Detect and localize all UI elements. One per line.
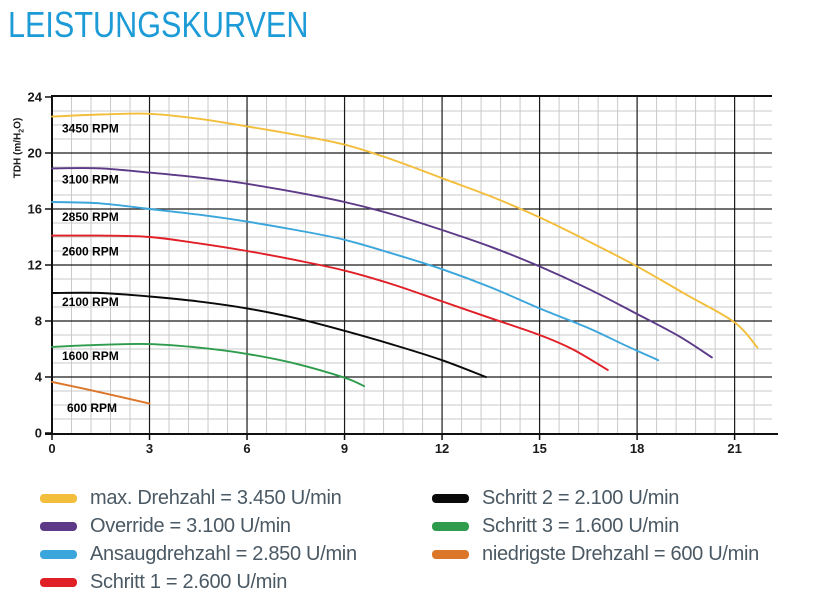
y-axis-title-post: O) bbox=[12, 117, 24, 129]
legend-swatch-schritt-3 bbox=[432, 521, 469, 531]
curve-3100-rpm bbox=[51, 167, 713, 359]
curve-label-2100-rpm: 2100 RPM bbox=[62, 295, 119, 309]
curve-label-1600-rpm: 1600 RPM bbox=[62, 349, 119, 363]
legend-item-override: Override = 3.100 U/min bbox=[40, 512, 357, 540]
y-axis-title: TDH (m/H2O) bbox=[13, 118, 26, 179]
curve-600-rpm bbox=[51, 380, 151, 405]
legend-item-schritt-1: Schritt 1 = 2.600 U/min bbox=[40, 568, 357, 596]
legend-item-ansaugdrehzahl: Ansaugdrehzahl = 2.850 U/min bbox=[40, 540, 357, 568]
legend-swatch-niedrigste-drehzahl bbox=[432, 549, 469, 559]
x-tick-label-18: 18 bbox=[630, 441, 644, 456]
legend-column-2: Schritt 2 = 2.100 U/min Schritt 3 = 1.60… bbox=[432, 484, 759, 568]
y-tick-label-12: 12 bbox=[28, 258, 42, 273]
grid-major bbox=[52, 97, 772, 433]
x-tick-label-9: 9 bbox=[341, 441, 348, 456]
legend-label-niedrigste-drehzahl: niedrigste Drehzahl = 600 U/min bbox=[482, 542, 759, 565]
performance-curve-chart: 0 4 8 12 16 20 24 0 3 6 9 12 15 18 21 3450 RPM 3100 RPM 2… bbox=[13, 90, 778, 457]
legend-label-schritt-1: Schritt 1 = 2.600 U/min bbox=[90, 570, 288, 593]
y-tick-label-16: 16 bbox=[28, 202, 42, 217]
curve-3450-rpm bbox=[51, 112, 759, 349]
tick-marks: 0 4 8 12 16 20 24 0 3 6 9 12 15 18 21 bbox=[28, 90, 742, 457]
legend-label-override: Override = 3.100 U/min bbox=[90, 514, 291, 537]
curve-2100-rpm bbox=[51, 291, 487, 378]
x-tick-label-21: 21 bbox=[727, 441, 741, 456]
legend-label-ansaugdrehzahl: Ansaugdrehzahl = 2.850 U/min bbox=[90, 542, 357, 565]
y-tick-label-8: 8 bbox=[35, 314, 42, 329]
curve-label-2600-rpm: 2600 RPM bbox=[62, 245, 119, 259]
legend-swatch-schritt-1 bbox=[40, 577, 77, 587]
x-tick-label-15: 15 bbox=[532, 441, 546, 456]
x-tick-label-12: 12 bbox=[435, 441, 449, 456]
x-tick-label-6: 6 bbox=[243, 441, 250, 456]
y-axis-title-sub: 2 bbox=[18, 128, 26, 133]
legend-label-schritt-2: Schritt 2 = 2.100 U/min bbox=[482, 486, 680, 509]
curve-2850-rpm bbox=[51, 201, 660, 362]
curve-labels: 3450 RPM 3100 RPM 2850 RPM 2600 RPM 2100 RPM… bbox=[62, 122, 119, 415]
legend-label-max-drehzahl: max. Drehzahl = 3.450 U/min bbox=[90, 486, 342, 509]
legend-item-schritt-3: Schritt 3 = 1.600 U/min bbox=[432, 512, 759, 540]
x-tick-label-3: 3 bbox=[146, 441, 153, 456]
curve-label-600-rpm: 600 RPM bbox=[67, 401, 117, 415]
legend-swatch-max-drehzahl bbox=[40, 493, 77, 503]
legend-item-max-drehzahl: max. Drehzahl = 3.450 U/min bbox=[40, 484, 357, 512]
curves bbox=[51, 112, 759, 405]
legend-swatch-ansaugdrehzahl bbox=[40, 549, 77, 559]
legend-column-1: max. Drehzahl = 3.450 U/min Override = 3… bbox=[40, 484, 357, 596]
legend-item-niedrigste-drehzahl: niedrigste Drehzahl = 600 U/min bbox=[432, 540, 759, 568]
curve-2600-rpm bbox=[51, 234, 609, 371]
line-chart-svg: 0 4 8 12 16 20 24 0 3 6 9 12 15 18 21 3450 RPM 3100 RPM 2… bbox=[28, 90, 778, 457]
x-tick-label-0: 0 bbox=[48, 441, 55, 456]
legend-label-schritt-3: Schritt 3 = 1.600 U/min bbox=[482, 514, 680, 537]
legend-swatch-override bbox=[40, 521, 77, 531]
y-axis-title-pre: TDH (m/H bbox=[12, 132, 24, 179]
y-tick-label-4: 4 bbox=[35, 370, 43, 385]
curve-1600-rpm bbox=[51, 342, 366, 388]
legend-item-schritt-2: Schritt 2 = 2.100 U/min bbox=[432, 484, 759, 512]
legend-swatch-schritt-2 bbox=[432, 493, 469, 503]
y-tick-label-0: 0 bbox=[35, 426, 42, 441]
page-title: LEISTUNGSKURVEN bbox=[8, 4, 309, 45]
curve-label-3450-rpm: 3450 RPM bbox=[62, 122, 119, 136]
curve-label-3100-rpm: 3100 RPM bbox=[62, 172, 119, 186]
y-tick-label-20: 20 bbox=[28, 146, 42, 161]
curve-label-2850-rpm: 2850 RPM bbox=[62, 210, 119, 224]
y-tick-label-24: 24 bbox=[28, 90, 43, 105]
